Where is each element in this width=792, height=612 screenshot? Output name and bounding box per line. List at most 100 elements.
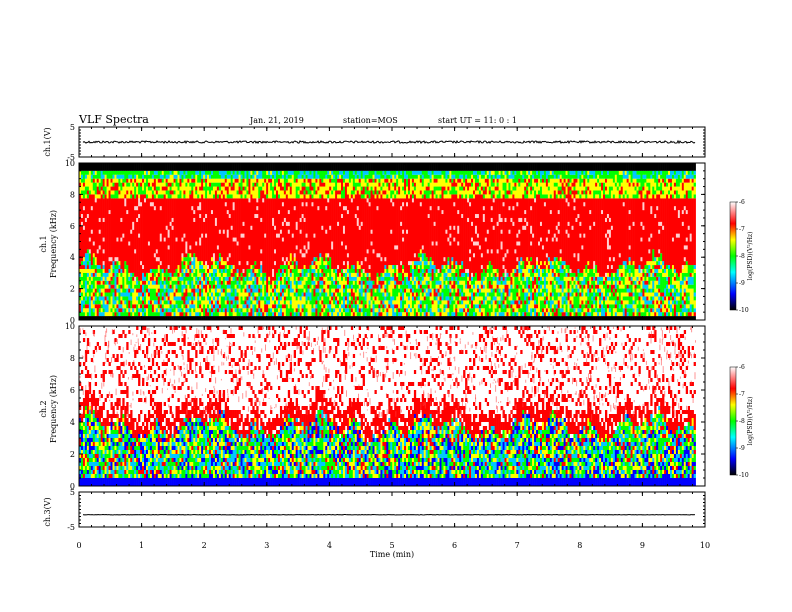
ch1-spectrogram-cell [561,265,564,269]
ch1-spectrogram-cell [305,308,308,313]
ch1-spectrogram-cell [293,296,296,313]
ch1-spectrogram-cell [417,257,421,262]
ch1-spectrogram-cell [344,163,348,171]
ch1-spectrogram-cell [565,296,568,301]
ch1-spectrogram-cell [250,194,253,226]
ch1-spectrogram-cell [281,190,285,199]
ch1-spectrogram-cell [165,186,168,191]
ch1-spectrogram-cell [555,198,559,226]
ch1-spectrogram-cell [228,300,231,317]
ch1-spectrogram-cell [551,261,555,266]
ch1-spectrogram-cell [138,206,141,215]
ch1-spectrogram-cell [210,190,214,199]
ch1-spectrogram-cell [368,163,371,171]
ch1-spectrogram-cell [528,284,531,289]
ch1-spectrogram-cell [445,268,448,273]
ch1-spectrogram-cell [311,261,314,266]
ch1-spectrogram-cell [555,225,559,230]
ch1-spectrogram-cell [189,257,192,262]
ch1-spectrogram-cell [504,253,507,258]
ch1-spectrogram-cell [439,284,442,289]
ch1-spectrogram-cell [504,284,507,293]
ch1-spectrogram-cell [512,288,515,301]
ch1-spectrogram-cell [539,316,543,320]
ch1-spectrogram-cell [561,163,564,171]
ch1-spectrogram-cell [447,178,450,187]
ch1-spectrogram-cell [315,276,318,281]
ch1-spectrogram-cell [260,249,263,254]
ch1-spectrogram-cell [364,198,367,258]
ch1-spectrogram-cell [445,233,448,266]
ch1-spectrogram-cell [205,198,208,215]
ch1-spectrogram-cell [159,308,163,317]
ch1-spectrogram-cell [112,190,115,195]
ch1-spectrogram-cell [488,304,492,309]
ch1-spectrogram-cell [295,182,298,187]
ch1-spectrogram-cell [114,308,117,313]
ch1-spectrogram-cell [262,272,265,285]
ch1-spectrogram-cell [169,284,172,289]
ch1-spectrogram-cell [185,241,188,254]
ch1-spectrogram-cell [411,280,415,285]
ch1-spectrogram-cell [295,163,298,171]
ch1-spectrogram-cell [545,194,549,199]
ch1-spectrogram-cell [362,288,365,293]
ch1-spectrogram-cell [256,174,259,179]
ch1-spectrogram-cell [274,304,277,309]
ch1-spectrogram-cell [380,261,383,273]
ch1-spectrogram-cell [476,296,480,305]
ch1-spectrogram-cell [272,170,275,175]
ch1-spectrogram-cell [110,163,113,171]
ch1-spectrogram-cell [134,276,137,281]
ch1-spectrogram-cell [504,296,507,301]
ch1-spectrogram-cell [337,292,340,297]
ch1-spectrogram-cell [325,190,328,195]
ch1-spectrogram-cell [327,178,330,191]
ch1-spectrogram-cell [270,284,273,289]
ch1-spectrogram-cell [356,206,360,211]
ch1-spectrogram-cell [350,272,354,277]
ch1-spectrogram-cell [407,190,411,195]
ch1-spectrogram-cell [197,300,200,309]
ch1-spectrogram-cell [327,265,330,269]
ch1-spectrogram-cell [260,186,263,191]
ch1-spectrogram-cell [173,304,176,313]
ch1-spectrogram-cell [471,170,474,175]
ch1-spectrogram-cell [337,163,340,171]
ch1-spectrogram-cell [461,268,464,273]
ch1-spectrogram-cell [155,308,159,313]
ch1-spectrogram-cell [329,312,332,317]
ch1-spectrogram-cell [185,312,188,317]
ch1-spectrogram-cell [419,300,423,305]
ch1-spectrogram-cell [222,194,226,230]
ch1-spectrogram-cell [216,186,220,191]
ch1-spectrogram-cell [374,178,377,183]
ch1-spectrogram-cell [335,300,338,305]
ch1-spectrogram-cell [277,170,281,175]
ch1-spectrogram-cell [295,229,298,246]
ch1-spectrogram-cell [246,186,249,191]
ch1-spectrogram-cell [429,178,432,183]
ch1-spectrogram-cell [539,163,543,171]
ch1-spectrogram-cell [272,312,275,317]
ch1-spectrogram-cell [555,186,559,195]
ch1-spectrogram-cell [183,198,186,234]
ch1-spectrogram-cell [557,284,560,289]
ch1-spectrogram-cell [289,292,293,297]
ch1-spectrogram-cell [228,163,231,171]
ch1-spectrogram-cell [256,304,259,309]
ch1-spectrogram-cell [368,276,371,281]
ch1-spectrogram-cell [433,221,436,226]
ch1-spectrogram-cell [549,284,553,293]
ch1-spectrogram-cell [512,304,515,309]
ch1-spectrogram-cell [437,280,440,285]
ch1-spectrogram-cell [124,288,127,293]
ch1-spectrogram-cell [279,304,283,309]
ch1-spectrogram-cell [212,288,216,297]
ch1-spectrogram-cell [126,182,129,187]
ch1-spectrogram-cell [423,312,427,317]
ch1-spectrogram-cell [80,182,84,191]
ch1-spectrogram-cell [199,272,202,277]
ch1-spectrogram-cell [514,316,517,320]
ch1-spectrogram-cell [136,182,139,187]
